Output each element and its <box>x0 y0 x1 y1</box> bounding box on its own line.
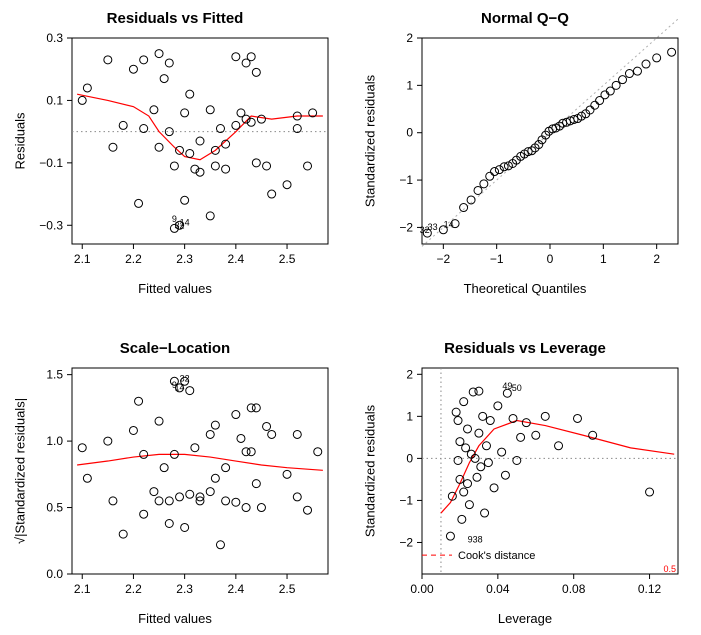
svg-text:2: 2 <box>653 252 660 266</box>
svg-text:9: 9 <box>172 380 177 390</box>
residuals-vs-fitted-panel: Residuals vs Fitted 2.12.22.32.42.5−0.3−… <box>10 10 340 300</box>
svg-text:1: 1 <box>600 252 607 266</box>
svg-text:−2: −2 <box>399 535 413 549</box>
svg-text:0: 0 <box>406 451 413 465</box>
svg-text:50: 50 <box>512 383 522 393</box>
svg-text:−0.3: −0.3 <box>39 218 63 232</box>
svg-text:0: 0 <box>406 126 413 140</box>
svg-text:−2: −2 <box>399 220 413 234</box>
svg-text:0.08: 0.08 <box>562 582 586 596</box>
svg-text:2.2: 2.2 <box>125 582 142 596</box>
svg-text:1.5: 1.5 <box>46 368 63 382</box>
y-axis-label: Residuals <box>13 112 28 169</box>
normal-qq-chart: −2−1012−2−1012331432 <box>360 10 690 300</box>
residuals-vs-leverage-panel: Residuals vs Leverage 0.000.040.080.12−2… <box>360 340 690 630</box>
diagnostic-plot-grid: Residuals vs Fitted 2.12.22.32.42.5−0.3−… <box>0 0 701 635</box>
normal-qq-panel: Normal Q−Q −2−1012−2−1012331432 Theoreti… <box>360 10 690 300</box>
x-axis-label: Leverage <box>360 611 690 626</box>
svg-text:0: 0 <box>547 252 554 266</box>
svg-text:−1: −1 <box>399 493 413 507</box>
svg-text:2.3: 2.3 <box>176 252 193 266</box>
residuals-vs-leverage-chart: 0.000.040.080.12−2−10124950938Cook's dis… <box>360 340 690 630</box>
svg-text:938: 938 <box>468 534 483 544</box>
svg-text:−1: −1 <box>399 173 413 187</box>
svg-text:−0.1: −0.1 <box>39 156 63 170</box>
scale-location-chart: 2.12.22.32.42.50.00.51.01.532149 <box>10 340 340 630</box>
svg-text:0.5: 0.5 <box>663 564 676 574</box>
y-axis-label: Standardized residuals <box>363 75 378 207</box>
svg-text:1: 1 <box>406 409 413 423</box>
svg-text:2.2: 2.2 <box>125 252 142 266</box>
svg-text:Cook's distance: Cook's distance <box>458 550 535 562</box>
svg-text:14: 14 <box>444 219 454 229</box>
residuals-vs-fitted-chart: 2.12.22.32.42.5−0.3−0.10.10.332149 <box>10 10 340 300</box>
svg-text:32: 32 <box>420 225 430 235</box>
svg-text:2.4: 2.4 <box>227 252 244 266</box>
svg-text:0.00: 0.00 <box>410 582 434 596</box>
svg-text:2.1: 2.1 <box>74 252 91 266</box>
svg-text:0.5: 0.5 <box>46 501 63 515</box>
svg-text:0.0: 0.0 <box>46 567 63 581</box>
svg-text:0.04: 0.04 <box>486 582 510 596</box>
svg-text:2.5: 2.5 <box>279 252 296 266</box>
svg-text:0.3: 0.3 <box>46 31 63 45</box>
svg-text:−1: −1 <box>490 252 504 266</box>
svg-text:2.5: 2.5 <box>279 582 296 596</box>
svg-text:2: 2 <box>406 31 413 45</box>
svg-text:0.12: 0.12 <box>638 582 662 596</box>
x-axis-label: Fitted values <box>10 611 340 626</box>
svg-text:14: 14 <box>180 217 190 227</box>
y-axis-label: Standardized residuals <box>363 405 378 537</box>
svg-text:2: 2 <box>406 367 413 381</box>
y-axis-label: √|Standardized residuals| <box>13 398 28 544</box>
svg-text:2.1: 2.1 <box>74 582 91 596</box>
svg-text:9: 9 <box>172 214 177 224</box>
x-axis-label: Theoretical Quantiles <box>360 281 690 296</box>
svg-text:1: 1 <box>406 78 413 92</box>
svg-text:2.4: 2.4 <box>227 582 244 596</box>
svg-text:−2: −2 <box>436 252 450 266</box>
svg-text:2.3: 2.3 <box>176 582 193 596</box>
svg-text:0.1: 0.1 <box>46 93 63 107</box>
scale-location-panel: Scale−Location 2.12.22.32.42.50.00.51.01… <box>10 340 340 630</box>
x-axis-label: Fitted values <box>10 281 340 296</box>
svg-text:1.0: 1.0 <box>46 434 63 448</box>
